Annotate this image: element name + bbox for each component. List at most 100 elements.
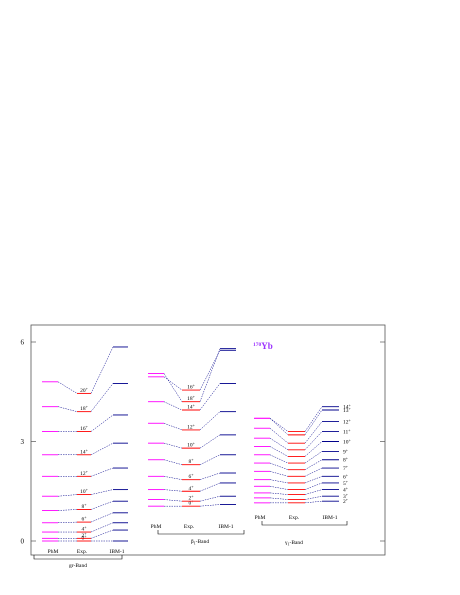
exp-ibm-connector — [199, 411, 221, 431]
exp-ibm-connector — [90, 489, 114, 495]
y-axis: 0 3 6 — [21, 339, 385, 546]
exp-ibm-connector — [304, 431, 323, 450]
exp-ibm-connector — [304, 421, 323, 444]
band-1: 0+2+4+6+8+10+12+14+16+18+20+PhMExp.IBM-1… — [33, 346, 128, 569]
spin-label: 13+ — [343, 406, 352, 414]
phm-exp-connector — [163, 442, 183, 449]
spin-label: 10+ — [343, 438, 352, 446]
exp-ibm-connector — [304, 409, 323, 436]
exp-ibm-connector — [199, 348, 221, 402]
phm-exp-connector — [57, 509, 78, 511]
exp-ibm-connector — [199, 482, 221, 492]
spin-label: 3+ — [343, 492, 349, 500]
exp-ibm-connector — [304, 495, 323, 500]
phm-exp-connector — [269, 454, 289, 464]
exp-ibm-connector — [304, 459, 323, 470]
phm-exp-connector — [163, 401, 183, 411]
phm-exp-connector — [163, 459, 183, 465]
exp-ibm-connector — [90, 346, 114, 394]
spin-label: 14+ — [187, 402, 196, 410]
phm-exp-connector — [163, 376, 183, 391]
spin-label: 8+ — [343, 456, 349, 464]
column-label: PhM — [255, 515, 266, 521]
spin-label: 10+ — [80, 487, 89, 495]
exp-ibm-connector — [199, 495, 221, 502]
exp-ibm-connector — [90, 442, 114, 455]
phm-exp-connector — [269, 428, 289, 444]
band-name: γ1-Band — [284, 540, 303, 547]
phm-exp-connector — [57, 521, 78, 524]
band-bracket — [261, 521, 348, 526]
exp-ibm-connector — [90, 467, 114, 477]
band-3: 2+3+4+5+6+7+8+9+10+ 11+ 12+ 13+14+ PhM Exp. IB… — [254, 403, 352, 547]
phm-exp-connector — [269, 437, 289, 451]
plot-frame — [30, 324, 386, 556]
spin-label: 16+ — [80, 424, 89, 432]
spin-label: 8+ — [81, 502, 87, 510]
y-tick-label: 6 — [21, 339, 25, 347]
phm-exp-connector — [269, 418, 289, 436]
spin-label: 11+ — [343, 428, 351, 436]
phm-exp-connector — [269, 418, 289, 432]
phm-exp-connector — [57, 406, 78, 412]
phm-exp-connector — [57, 381, 78, 394]
phm-exp-connector — [163, 373, 183, 402]
band-name: gr-Band — [69, 563, 87, 569]
spin-label: 8+ — [188, 457, 194, 465]
exp-ibm-connector — [304, 406, 323, 432]
phm-exp-connector — [269, 486, 289, 490]
spin-label: 14+ — [80, 447, 89, 455]
spin-label: 4+ — [188, 484, 194, 492]
phm-exp-connector — [163, 489, 183, 492]
column-label: IBM-1 — [219, 524, 234, 530]
phm-exp-connector — [163, 499, 183, 502]
spin-label: 18+ — [80, 404, 89, 412]
band-name: β1-Band — [191, 539, 210, 546]
column-label: Exp. — [289, 515, 300, 521]
bands-layer: 0+2+4+6+8+10+12+14+16+18+20+PhMExp.IBM-1… — [33, 346, 352, 569]
spin-label: 2+ — [188, 494, 194, 502]
exp-ibm-connector — [304, 482, 323, 490]
exp-ibm-connector — [304, 489, 323, 495]
nucleus-label: 170Yb — [253, 341, 273, 351]
exp-ibm-connector — [90, 383, 114, 412]
column-label: Exp. — [77, 549, 88, 555]
spin-label: 2+ — [81, 531, 87, 539]
band-bracket — [33, 555, 123, 560]
exp-ibm-connector — [199, 434, 221, 449]
element-symbol: Yb — [261, 341, 273, 351]
phm-exp-connector — [269, 471, 289, 477]
phm-exp-connector — [269, 462, 289, 470]
spin-label: 6+ — [343, 472, 349, 480]
spin-label: 12+ — [343, 418, 352, 426]
phm-exp-connector — [269, 497, 289, 500]
exp-ibm-connector — [304, 441, 323, 457]
spin-label: 4+ — [81, 525, 87, 533]
exp-ibm-connector — [304, 476, 323, 484]
phm-exp-connector — [269, 492, 289, 495]
column-label: PhM — [48, 549, 59, 555]
column-label: Exp. — [184, 524, 195, 530]
exp-ibm-connector — [304, 500, 323, 504]
spin-label: 4+ — [343, 486, 349, 494]
spin-label: 20+ — [80, 386, 89, 394]
exp-ibm-connector — [90, 529, 114, 539]
band-2: 0+2+4+6+8+10+12+14+16+18+PhMExp.IBM-1β1-… — [148, 348, 245, 546]
spin-label: 2+ — [343, 497, 349, 505]
spin-label: 6+ — [188, 472, 194, 480]
spin-label: 7+ — [343, 464, 349, 472]
spin-label: 5+ — [343, 479, 349, 487]
spin-label: 12+ — [187, 422, 196, 430]
phm-exp-connector — [269, 446, 289, 457]
exp-ibm-connector — [199, 472, 221, 480]
y-tick-label: 3 — [21, 438, 25, 446]
spin-label: 14+ — [343, 403, 352, 411]
exp-ibm-connector — [90, 414, 114, 432]
exp-ibm-connector — [304, 451, 323, 464]
spin-label: 12+ — [80, 469, 89, 477]
column-label: PhM — [151, 524, 162, 530]
phm-exp-connector — [163, 423, 183, 431]
exp-ibm-connector — [90, 522, 114, 533]
exp-ibm-connector — [304, 467, 323, 477]
